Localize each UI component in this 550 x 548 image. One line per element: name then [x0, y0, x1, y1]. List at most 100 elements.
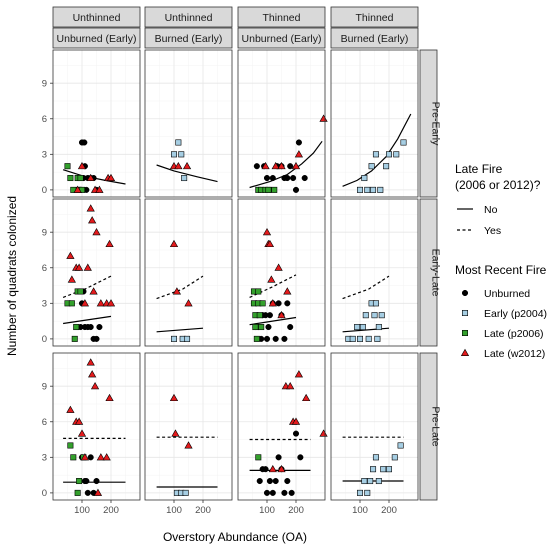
point-unburned	[269, 174, 276, 182]
point-unburned	[292, 186, 300, 193]
point-unburned	[263, 335, 271, 342]
panel-r1-c3	[330, 198, 419, 347]
y-axis-title: Number of quadrats colonized	[5, 196, 19, 356]
point-unburned	[96, 323, 103, 331]
point-unburned	[272, 477, 279, 485]
legend-line-title: (2006 or 2012)?	[455, 178, 541, 192]
point-late12	[291, 417, 301, 425]
panel-r0-c3	[330, 49, 419, 198]
point-unburned	[290, 174, 297, 182]
panel-border	[144, 352, 233, 501]
point-unburned	[256, 477, 263, 485]
panel-r2-c0	[52, 352, 141, 501]
point-late12	[106, 299, 116, 307]
point-early	[356, 186, 363, 193]
point-unburned	[266, 312, 273, 319]
point-late12	[169, 393, 179, 402]
point-late12	[96, 299, 105, 307]
point-unburned	[253, 163, 260, 170]
point-unburned	[93, 335, 100, 342]
point-early	[361, 478, 368, 485]
column-strip-bg	[237, 6, 326, 28]
point-early	[370, 466, 377, 473]
column-strip-bg	[144, 6, 233, 28]
point-late12	[262, 227, 272, 236]
point-late06	[70, 454, 77, 461]
point-late06	[256, 312, 263, 319]
y-tick-label: 9	[42, 381, 47, 392]
column-strip-label: Unburned (Early)	[57, 33, 137, 45]
x-tick-label: 100	[259, 505, 275, 516]
point-late06	[64, 163, 71, 170]
point-early	[385, 466, 392, 473]
point-late06	[68, 300, 75, 307]
legend-line-label: Yes	[484, 225, 501, 237]
point-late12	[286, 381, 295, 390]
point-early	[362, 312, 369, 319]
point-early	[368, 163, 375, 170]
point-late06	[71, 335, 78, 342]
point-unburned	[87, 323, 94, 331]
panel-border	[330, 49, 419, 198]
point-late12	[102, 453, 111, 461]
point-late12	[83, 263, 92, 271]
column-strip-bg	[144, 27, 233, 49]
point-late12	[88, 216, 97, 224]
point-late06	[258, 324, 265, 331]
point-late12	[67, 275, 76, 283]
point-late12	[95, 185, 104, 193]
point-early	[378, 312, 385, 319]
point-unburned	[287, 323, 294, 331]
point-late12	[172, 287, 182, 295]
point-early	[364, 489, 371, 496]
legend-key-late06	[461, 329, 468, 336]
legend-point-label: Late (p2006)	[484, 328, 544, 340]
point-early	[400, 139, 407, 146]
point-late12	[277, 161, 286, 170]
y-tick-label: 9	[42, 78, 47, 89]
point-unburned	[83, 477, 90, 485]
panel-border	[52, 49, 141, 198]
x-tick-label: 200	[103, 505, 119, 516]
point-late12	[88, 370, 97, 378]
point-unburned	[265, 323, 272, 331]
point-late06	[265, 186, 272, 193]
point-early	[375, 478, 382, 485]
y-tick-label: 0	[42, 185, 47, 196]
point-late12	[92, 227, 101, 236]
legend-point-label: Early (p2004)	[484, 308, 547, 320]
legend-key-late12	[460, 348, 470, 357]
row-strip-bg	[419, 198, 438, 347]
column-strip-bg	[237, 27, 326, 49]
column-strip-bg	[330, 6, 419, 28]
point-unburned	[284, 477, 291, 485]
point-late12	[89, 287, 98, 295]
point-early	[372, 454, 379, 461]
point-late06	[67, 442, 74, 449]
point-unburned	[284, 300, 291, 307]
point-late12	[184, 299, 193, 307]
x-tick-label: 100	[352, 505, 368, 516]
point-early	[371, 312, 378, 319]
point-unburned	[272, 335, 279, 342]
point-early	[375, 324, 382, 331]
point-unburned	[284, 174, 291, 182]
panel-border	[52, 352, 141, 501]
point-late06	[76, 478, 83, 485]
panels	[52, 49, 419, 501]
point-late12	[80, 299, 90, 307]
point-late12	[66, 251, 75, 259]
point-late12	[106, 173, 116, 182]
point-late12	[302, 393, 311, 402]
point-late12	[274, 263, 283, 271]
point-unburned	[292, 430, 300, 437]
point-early	[372, 300, 379, 307]
point-unburned	[295, 139, 302, 146]
y-tick-label: 3	[42, 150, 47, 161]
point-early	[354, 324, 361, 331]
point-unburned	[262, 466, 269, 473]
point-unburned	[269, 489, 276, 496]
point-unburned	[93, 477, 100, 485]
fit-line-dashed	[342, 275, 390, 300]
point-late12	[291, 161, 301, 170]
